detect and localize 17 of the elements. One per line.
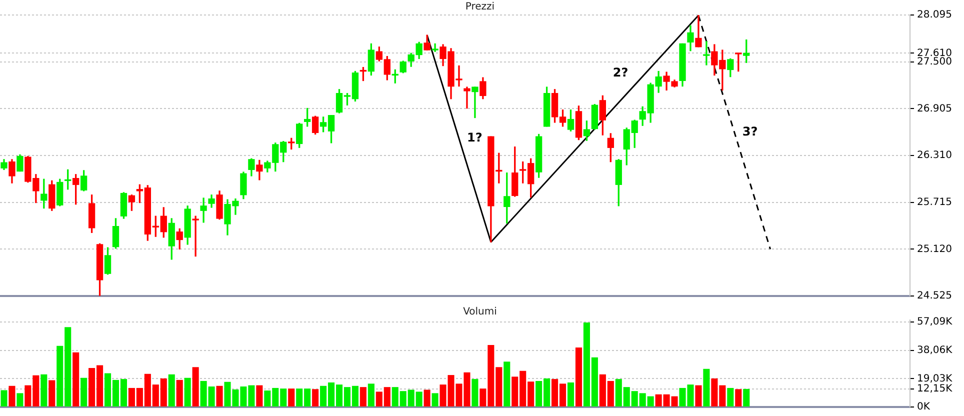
y-tick-label: 0K xyxy=(917,402,930,413)
chart-title: Prezzi xyxy=(465,2,495,13)
y-tick-label: 27.500 xyxy=(917,56,952,68)
y-tick-label: 25.715 xyxy=(917,196,952,208)
series-label: 3? xyxy=(742,124,758,138)
y-tick-label: 26.905 xyxy=(917,103,952,114)
y-tick-label: 38,06K xyxy=(917,344,953,356)
y-tick-label: 25.120 xyxy=(917,244,952,255)
series-label: 2? xyxy=(612,66,628,80)
y-tick-label: 57,09K xyxy=(917,316,953,328)
series-label: 1? xyxy=(466,130,482,145)
chart-title: Volumi xyxy=(463,306,497,318)
y-tick-label: 28.095 xyxy=(917,10,952,21)
y-tick-label: 24.525 xyxy=(917,290,952,302)
y-tick-label: 12,15K xyxy=(917,384,953,395)
y-tick-label: 19,03K xyxy=(917,373,953,384)
y-tick-label: 26.310 xyxy=(917,150,952,162)
